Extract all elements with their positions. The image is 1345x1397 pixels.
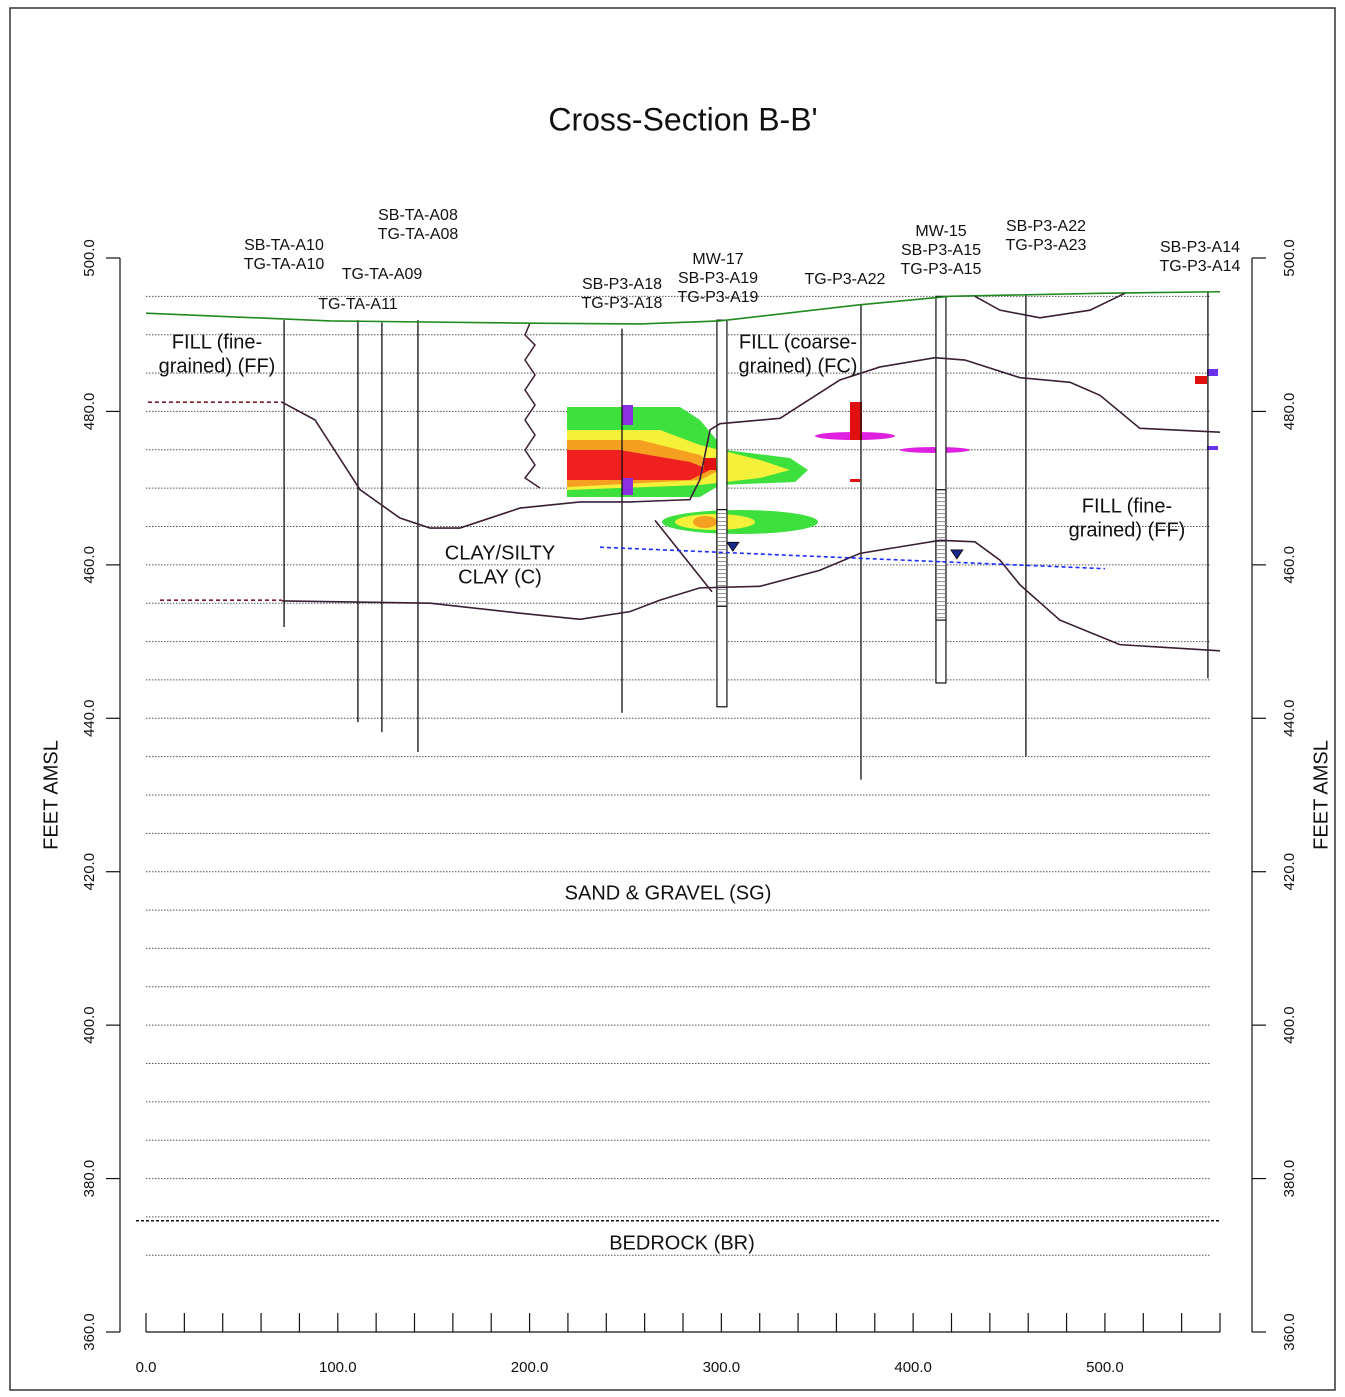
unit-label: CLAY/SILTY [445, 542, 555, 564]
cross-section: Cross-Section B-B' FEET AMSL FEET AMSL 5… [0, 0, 1345, 1397]
y-tick-label: 400.0 [81, 1006, 98, 1044]
y-tick-label-right: 500.0 [1281, 239, 1298, 277]
boring-label: SB-P3-A19 [678, 270, 758, 287]
unit-label: BEDROCK (BR) [609, 1232, 755, 1254]
x-tick-label: 500.0 [1086, 1359, 1124, 1376]
boring-label: TG-P3-A23 [1006, 237, 1087, 254]
y-tick-label-right: 380.0 [1281, 1160, 1298, 1198]
well-screen [936, 490, 946, 620]
sample-bar [850, 402, 862, 440]
unit-label: FILL (fine- [172, 331, 262, 353]
boring-label: MW-15 [915, 223, 966, 240]
x-tick-label: 0.0 [136, 1359, 157, 1376]
unit-label: FILL (coarse- [739, 331, 857, 353]
y-tick-label: 440.0 [81, 700, 98, 738]
page: Cross-Section B-B' FEET AMSL FEET AMSL 5… [0, 0, 1345, 1397]
boring-label: TG-TA-A10 [244, 256, 325, 273]
boring-label: TG-P3-A15 [901, 261, 982, 278]
title: Cross-Section B-B' [548, 101, 817, 137]
x-tick-label: 300.0 [703, 1359, 741, 1376]
boring-label: SB-P3-A18 [582, 276, 662, 293]
y-tick-label-right: 480.0 [1281, 393, 1298, 431]
y-tick-label-right: 440.0 [1281, 700, 1298, 738]
boring-label: TG-P3-A18 [582, 295, 663, 312]
boring-label: TG-TA-A08 [378, 226, 459, 243]
frame [10, 8, 1335, 1390]
unit-label: CLAY (C) [458, 566, 542, 588]
boring-label: TG-TA-A09 [342, 266, 423, 283]
y-tick-label: 460.0 [81, 546, 98, 584]
unit-label: FILL (fine- [1082, 495, 1172, 517]
sample-bar [622, 405, 633, 425]
y-tick-label-right: 420.0 [1281, 853, 1298, 891]
sample-bar [704, 458, 716, 470]
x-tick-label: 200.0 [511, 1359, 549, 1376]
sample-bar [1207, 446, 1218, 450]
boring-label: SB-P3-A15 [901, 242, 981, 259]
sample-bar [622, 478, 633, 495]
plume-magenta [900, 447, 970, 453]
y-tick-label: 420.0 [81, 853, 98, 891]
y-tick-label-right: 460.0 [1281, 546, 1298, 584]
boring-label: TG-TA-A11 [318, 296, 398, 313]
sample-bar [850, 479, 860, 482]
sample-bar [1207, 369, 1218, 376]
y-axis-label-right: FEET AMSL [1310, 740, 1332, 850]
unit-label: grained) (FF) [1069, 519, 1186, 541]
sample-bar [1195, 376, 1207, 384]
boring-label: TG-P3-A22 [805, 271, 886, 288]
boring-label: SB-TA-A08 [378, 207, 458, 224]
unit-label: grained) (FF) [159, 355, 276, 377]
y-tick-label: 380.0 [81, 1160, 98, 1198]
unit-label: grained) (FC) [739, 355, 858, 377]
plume-orange [693, 516, 717, 528]
boring-label: SB-P3-A22 [1006, 218, 1086, 235]
boring-label: SB-TA-A10 [244, 237, 324, 254]
y-tick-label: 360.0 [81, 1313, 98, 1351]
y-tick-label: 500.0 [81, 239, 98, 277]
y-tick-label: 480.0 [81, 393, 98, 431]
boring-label: SB-P3-A14 [1160, 239, 1240, 256]
unit-label: SAND & GRAVEL (SG) [565, 882, 772, 904]
x-tick-label: 400.0 [894, 1359, 932, 1376]
boring-label: TG-P3-A14 [1160, 258, 1241, 275]
boring-label: MW-17 [692, 251, 743, 268]
x-tick-label: 100.0 [319, 1359, 357, 1376]
boring-label: TG-P3-A19 [678, 289, 759, 306]
y-tick-label-right: 400.0 [1281, 1006, 1298, 1044]
y-tick-label-right: 360.0 [1281, 1313, 1298, 1351]
y-axis-label: FEET AMSL [40, 740, 62, 850]
